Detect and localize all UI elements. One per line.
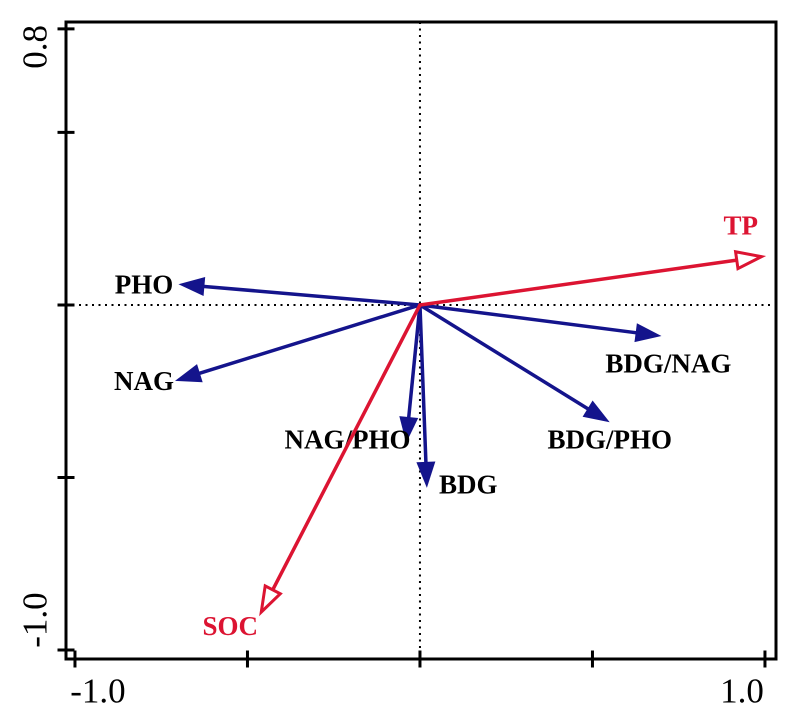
arrow-head-bdg	[416, 461, 436, 488]
x-tick-label: 1.0	[720, 672, 764, 711]
x-tick-label: -1.0	[70, 672, 125, 711]
arrow-shaft-pho	[202, 284, 422, 307]
arrow-head-nag	[175, 364, 203, 383]
arrow-shaft-bdg-nag	[418, 303, 638, 335]
arrow-head-nag-pho	[399, 416, 419, 443]
arrow-shaft-nag-pho	[407, 303, 422, 419]
y-tick-label: -1.0	[16, 592, 55, 647]
arrow-shaft-bdg	[418, 303, 428, 464]
y-tick-label: 0.8	[16, 25, 55, 69]
arrow-head-soc	[259, 583, 283, 617]
arrow-head-tp	[733, 249, 767, 271]
arrow-shaft-bdg-pho	[418, 303, 590, 411]
arrow-head-bdg-nag	[634, 323, 662, 343]
arrow-shaft-nag	[198, 303, 422, 375]
arrow-label-bdg: BDG	[439, 469, 498, 499]
arrow-head-pho	[178, 277, 206, 296]
arrow-shaft-soc	[270, 303, 422, 592]
arrow-label-tp: TP	[724, 211, 759, 241]
arrow-label-nag: NAG	[114, 366, 174, 396]
arrow-label-bdg-nag: BDG/NAG	[605, 349, 731, 379]
arrow-head-bdg-pho	[582, 400, 610, 423]
arrow-label-soc: SOC	[202, 611, 258, 641]
arrow-label-pho: PHO	[115, 269, 174, 299]
arrow-label-nag-pho: NAG/PHO	[285, 425, 411, 455]
arrow-shaft-tp	[418, 258, 739, 307]
arrow-label-bdg-pho: BDG/PHO	[547, 425, 672, 455]
